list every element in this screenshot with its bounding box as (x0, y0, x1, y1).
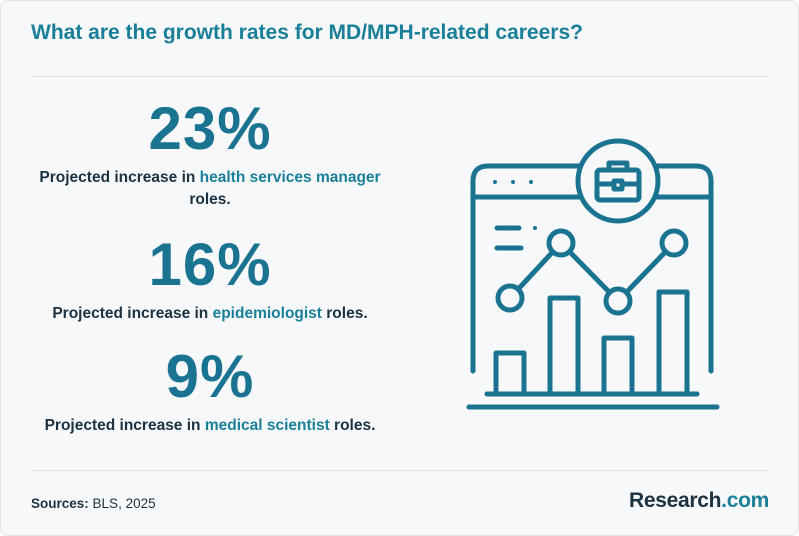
stat-desc-text: roles. (329, 417, 376, 434)
career-growth-illustration (466, 138, 720, 410)
stat-value: 9% (165, 343, 255, 410)
logo-suffix: .com (721, 489, 769, 512)
page-title: What are the growth rates for MD/MPH-rel… (31, 21, 583, 44)
stat-value: 23% (148, 95, 272, 162)
stat-desc-highlight: epidemiologist (212, 305, 322, 322)
stat-value: 16% (148, 231, 272, 298)
stat-epidemiologist: 16% Projected increase in epidemiologist… (31, 235, 389, 325)
trend-line-icon (495, 228, 689, 316)
stat-description: Projected increase in epidemiologist rol… (31, 303, 389, 325)
top-divider (31, 76, 769, 77)
stat-desc-text: Projected increase in (52, 305, 213, 322)
bar-chart-icon (484, 289, 700, 397)
stat-desc-highlight: health services manager (199, 169, 381, 186)
sources-value: BLS, 2025 (92, 496, 156, 511)
stat-desc-text: roles. (321, 305, 368, 322)
stat-desc-text: roles. (189, 191, 231, 208)
stat-description: Projected increase in medical scientist … (31, 415, 389, 437)
stat-desc-text: Projected increase in (39, 169, 200, 186)
research-com-logo: Research.com (629, 489, 769, 513)
stat-desc-highlight: medical scientist (204, 417, 330, 434)
sources-note: Sources: BLS, 2025 (31, 496, 156, 511)
briefcase-icon (575, 138, 661, 224)
stat-health-services-manager: 23% Projected increase in health service… (31, 99, 389, 211)
stat-desc-text: Projected increase in (44, 417, 205, 434)
stat-description: Projected increase in health services ma… (31, 167, 389, 211)
logo-main: Research (629, 489, 722, 512)
bottom-divider (31, 470, 769, 471)
sources-label: Sources: (31, 496, 89, 511)
stat-medical-scientist: 9% Projected increase in medical scienti… (31, 347, 389, 437)
